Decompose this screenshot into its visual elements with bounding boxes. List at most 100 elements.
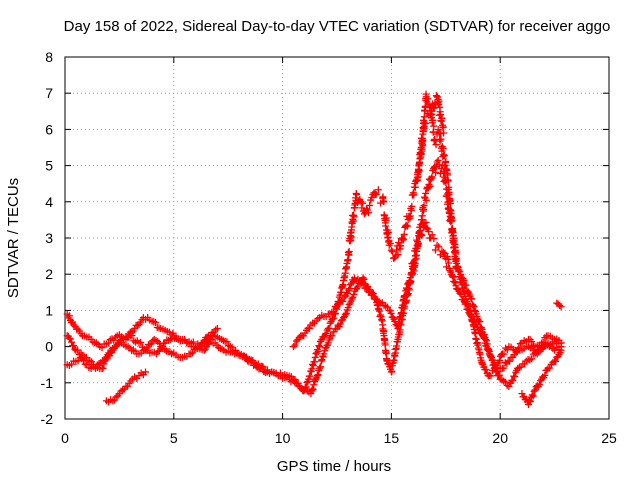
data-point-track-b: [442, 179, 450, 187]
data-point-track-c: [305, 324, 313, 332]
data-point-track-c: [291, 341, 299, 349]
data-point-track-a: [391, 254, 399, 262]
data-point-track-a: [482, 366, 490, 374]
data-point-track-b: [447, 217, 455, 225]
data-point-track-a: [345, 248, 353, 256]
data-point-track-c: [480, 333, 488, 341]
grid: [65, 57, 609, 419]
data-point-track-c: [137, 338, 145, 346]
data-point-track-a: [374, 186, 382, 194]
data-point-track-a: [303, 378, 311, 386]
y-tick-label: 4: [45, 194, 53, 210]
data-point-track-a: [402, 221, 410, 229]
data-point-track-a: [362, 205, 370, 213]
data-point-track-d: [124, 382, 132, 390]
data-point-track-c: [344, 289, 352, 297]
data-point-track-d: [419, 137, 427, 145]
data-point-track-a: [431, 136, 439, 144]
data-point-track-c: [346, 284, 354, 292]
y-tick-label: -2: [41, 411, 54, 427]
data-point-track-b: [348, 295, 356, 303]
data-point-track-a: [516, 340, 524, 348]
data-point-track-a: [325, 324, 333, 332]
data-point-track-a: [384, 228, 392, 236]
data-point-track-c: [409, 265, 417, 273]
data-point-track-b: [70, 342, 78, 350]
data-point-track-b: [422, 196, 430, 204]
data-point-track-a: [400, 235, 408, 243]
x-tick-label: 10: [275, 430, 291, 446]
data-point-track-c: [79, 356, 87, 364]
data-point-track-d: [546, 364, 554, 372]
data-point-track-a: [410, 191, 418, 199]
data-point-track-a: [152, 319, 160, 327]
data-point-track-d: [427, 111, 435, 119]
data-point-track-c: [203, 333, 211, 341]
data-point-track-c: [500, 364, 508, 372]
data-point-track-a: [330, 314, 338, 322]
data-point-track-a: [347, 233, 355, 241]
data-point-track-b: [509, 376, 517, 384]
data-point-track-b: [317, 357, 325, 365]
data-point-track-b: [313, 372, 321, 380]
data-point-track-b: [310, 381, 318, 389]
data-point-track-c: [387, 309, 395, 317]
x-axis-label: GPS time / hours: [277, 458, 391, 475]
data-point-track-b: [439, 161, 447, 169]
data-point-track-a: [487, 372, 495, 380]
data-point-track-c: [406, 274, 414, 282]
data-point-track-b: [66, 335, 74, 343]
y-tick-label: 2: [45, 266, 53, 282]
data-point-track-c: [116, 337, 124, 345]
data-point-track-b: [254, 360, 262, 368]
data-point-track-c: [431, 246, 439, 254]
data-point-track-b: [495, 371, 503, 379]
x-tick-label: 15: [384, 430, 400, 446]
y-tick-label: 0: [45, 339, 53, 355]
data-point-track-b: [443, 190, 451, 198]
data-point-track-c: [454, 285, 462, 293]
data-point-track-b: [444, 198, 452, 206]
data-point-track-b: [526, 356, 534, 364]
data-point-track-b: [258, 362, 266, 370]
data-point-track-c: [128, 332, 136, 340]
data-point-track-a: [500, 350, 508, 358]
data-point-track-a: [502, 344, 510, 352]
data-point-track-c: [462, 300, 470, 308]
data-point-track-b: [469, 302, 477, 310]
data-point-track-b: [420, 201, 428, 209]
data-point-track-d: [109, 397, 117, 405]
y-tick-label: 1: [45, 302, 53, 318]
data-point-track-a: [408, 202, 416, 210]
data-point-track-d: [420, 124, 428, 132]
data-point-track-c: [339, 297, 347, 305]
data-point-track-c: [417, 231, 425, 239]
data-point-track-a: [380, 198, 388, 206]
data-point-track-a: [368, 194, 376, 202]
data-point-track-a: [360, 210, 368, 218]
data-point-track-a: [434, 126, 442, 134]
data-point-track-c: [368, 288, 376, 296]
data-point-track-c: [506, 357, 514, 365]
data-point-track-c: [375, 298, 383, 306]
data-point-track-d: [440, 129, 448, 137]
y-tick-label: -1: [41, 375, 54, 391]
data-point-track-a: [359, 199, 367, 207]
data-point-track-b: [342, 309, 350, 317]
data-point-track-b: [354, 283, 362, 291]
data-point-track-c: [154, 348, 162, 356]
data-point-track-b: [432, 168, 440, 176]
data-point-track-c: [200, 339, 208, 347]
data-point-track-b: [470, 303, 478, 311]
data-point-track-a: [404, 216, 412, 224]
data-point-track-b: [453, 262, 461, 270]
data-point-track-a: [442, 157, 450, 165]
data-point-track-c: [456, 289, 464, 297]
data-point-track-b: [440, 169, 448, 177]
data-point-track-b: [460, 276, 468, 284]
data-point-track-a: [432, 141, 440, 149]
y-tick-label: 6: [45, 121, 53, 137]
data-point-track-b: [422, 189, 430, 197]
data-point-track-c: [345, 286, 353, 294]
data-point-track-a: [429, 116, 437, 124]
